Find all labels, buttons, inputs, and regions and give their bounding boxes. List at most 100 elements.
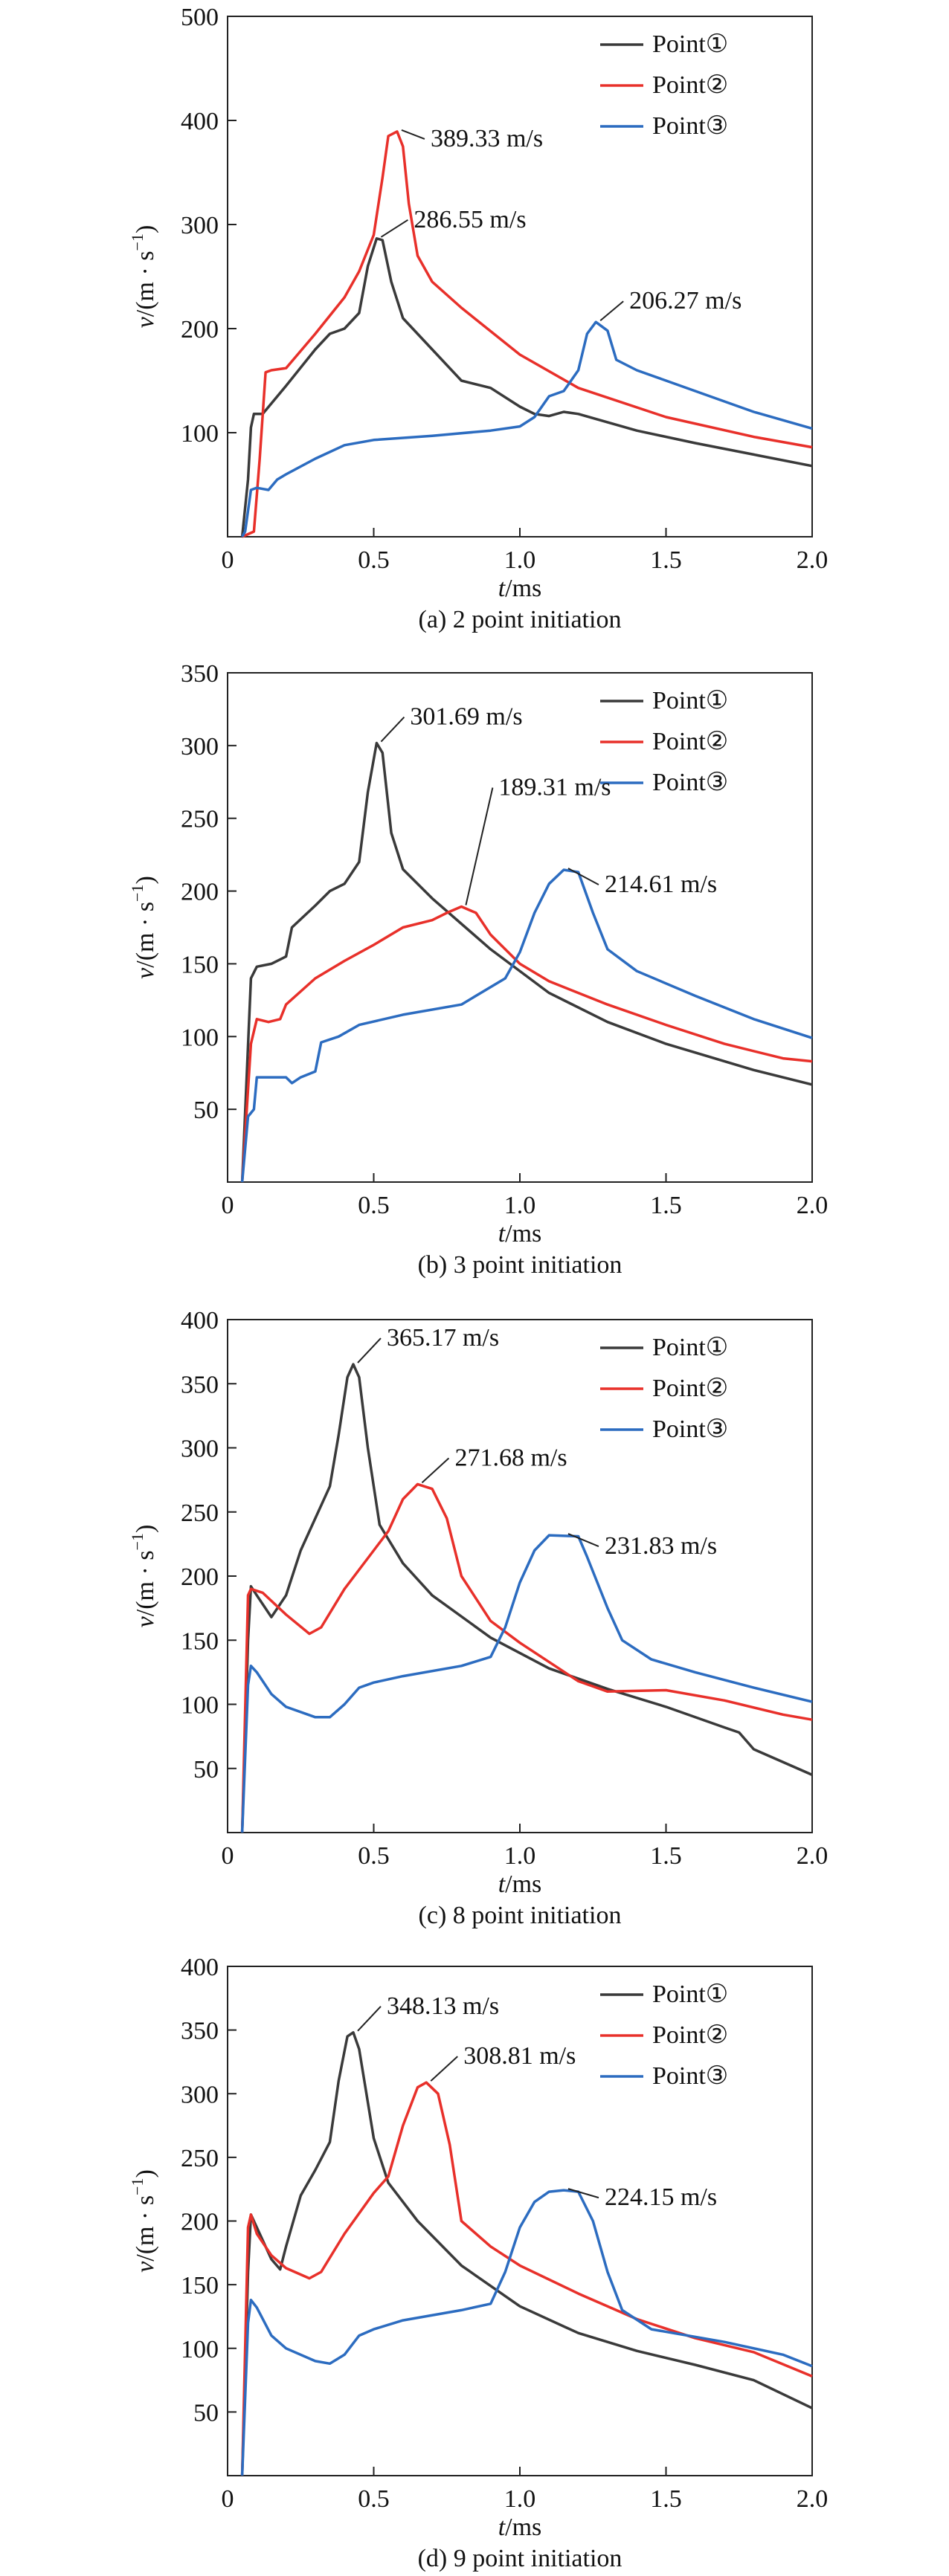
series-line-3 [241,320,813,538]
series-line-2 [240,905,813,1183]
series-line-2 [241,130,813,538]
x-tick-label: 1.0 [504,1192,536,1219]
legend-label-3: Point③ [652,112,728,140]
annotation-leader [430,2056,458,2082]
x-tick-label: 0.5 [358,546,390,574]
annotation-label: 189.31 m/s [498,773,611,801]
x-tick-label: 0 [222,1192,234,1219]
y-tick-label: 300 [181,2081,219,2108]
series-line-2 [240,1482,813,1833]
annotation-label: 271.68 m/s [454,1444,567,1471]
y-tick-label: 200 [181,1563,219,1591]
y-tick-label: 250 [181,1500,219,1527]
x-axis-label: t/ms [498,2514,542,2541]
annotation-leader [599,300,624,321]
y-tick-label: 100 [181,2336,219,2363]
y-axis-label: v/(m · s−1) [128,1525,159,1628]
legend-label-3: Point③ [652,1415,728,1443]
x-tick-label: 0.5 [358,1842,390,1870]
x-tick-label: 0.5 [358,2485,390,2513]
x-tick-label: 2.0 [797,546,829,574]
y-tick-label: 350 [181,1371,219,1398]
annotation-label: 389.33 m/s [431,125,543,152]
y-tick-label: 250 [181,2145,219,2172]
x-tick-label: 2.0 [797,1192,829,1219]
series-line-1 [240,2031,813,2476]
x-tick-label: 1.0 [504,2485,536,2513]
annotation-label: 206.27 m/s [629,287,741,314]
x-tick-label: 0.5 [358,1192,390,1219]
legend-label-2: Point② [652,1375,728,1402]
y-tick-label: 100 [181,1024,219,1051]
x-axis-label: t/ms [498,1220,542,1247]
x-tick-label: 1.5 [650,1842,682,1870]
chart-panel-0: 0 0.5 1.0 1.5 2.0 100 200 300 400 500 t/ms v/(m · s… [128,4,828,633]
y-axis-label: v/(m · s−1) [128,225,159,329]
y-tick-label: 50 [193,2399,219,2427]
annotation-label: 348.13 m/s [387,1992,499,2020]
y-tick-label: 150 [181,951,219,978]
y-tick-label: 50 [193,1756,219,1783]
x-tick-label: 0 [222,1842,234,1870]
y-tick-label: 400 [181,1307,219,1334]
panel-caption: (d) 9 point initiation [418,2545,623,2572]
y-tick-label: 500 [181,4,219,31]
annotation-leader [567,1533,599,1548]
y-tick-label: 400 [181,1954,219,1981]
y-axis-label: v/(m · s−1) [128,2169,159,2273]
y-tick-label: 100 [181,1692,219,1720]
annotation-leader [567,868,599,885]
y-axis-label: v/(m · s−1) [128,876,159,979]
panel-caption: (b) 3 point initiation [418,1251,623,1279]
annotation-leader [567,2188,599,2199]
legend-label-3: Point③ [652,2062,728,2090]
y-tick-label: 400 [181,108,219,135]
x-tick-label: 1.5 [650,1192,682,1219]
annotation-leader [421,1457,450,1484]
chart-panel-3: 0 0.5 1.0 1.5 2.0 50 100 150 200 250 300 350 400 t/ms… [128,1954,828,2572]
annotation-leader [380,219,408,238]
legend-label-1: Point① [652,687,728,714]
x-tick-label: 0 [222,2485,234,2513]
y-tick-label: 200 [181,316,219,343]
y-tick-label: 300 [181,1436,219,1463]
annotation-leader [380,716,405,743]
y-tick-label: 250 [181,806,219,833]
y-tick-label: 200 [181,2209,219,2236]
annotation-leader [465,787,494,906]
series-line-1 [240,237,813,538]
chart-panel-2: 0 0.5 1.0 1.5 2.0 50 100 150 200 250 300 350 400 t/ms… [128,1307,828,1929]
legend-label-1: Point① [652,1981,728,2008]
series-line-2 [240,2081,813,2476]
annotation-label: 286.55 m/s [414,206,526,233]
x-tick-label: 2.0 [797,2485,829,2513]
x-tick-label: 1.5 [650,2485,682,2513]
legend-label-2: Point② [652,71,728,99]
annotation-leader [401,129,425,140]
legend-label-2: Point② [652,2021,728,2049]
y-tick-label: 50 [193,1097,219,1124]
y-tick-label: 300 [181,212,219,239]
legend-label-3: Point③ [652,769,728,796]
x-tick-label: 1.0 [504,1842,536,1870]
annotation-leader [357,2006,382,2032]
x-tick-label: 1.0 [504,546,536,574]
annotation-leader [357,1337,382,1363]
x-tick-label: 2.0 [797,1842,829,1870]
y-tick-label: 100 [181,420,219,448]
y-tick-label: 150 [181,2272,219,2299]
chart-panel-1: 0 0.5 1.0 1.5 2.0 50 100 150 200 250 300 350 t/ms v/(… [128,660,828,1279]
annotation-label: 308.81 m/s [463,2042,576,2070]
y-tick-label: 150 [181,1627,219,1655]
x-axis-label: t/ms [498,575,542,602]
legend-label-1: Point① [652,1334,728,1361]
series-line-3 [240,1534,813,1833]
legend-label-1: Point① [652,30,728,58]
x-tick-label: 1.5 [650,546,682,574]
y-tick-label: 350 [181,660,219,688]
annotation-label: 301.69 m/s [410,703,522,731]
annotation-label: 214.61 m/s [605,871,717,898]
annotation-label: 231.83 m/s [605,1532,717,1560]
x-axis-label: t/ms [498,1870,542,1898]
